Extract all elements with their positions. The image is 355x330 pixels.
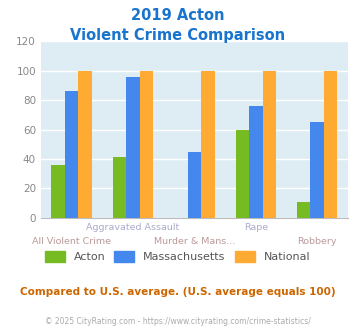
Bar (310, 122, 324, 218)
Text: Violent Crime Comparison: Violent Crime Comparison (70, 28, 285, 43)
Bar (297, 202, 310, 218)
Text: All Violent Crime: All Violent Crime (32, 237, 111, 246)
Legend: Acton, Massachusetts, National: Acton, Massachusetts, National (40, 247, 315, 267)
Text: Robbery: Robbery (297, 237, 337, 246)
Bar (113, 157, 126, 218)
Bar (126, 77, 140, 218)
Text: Aggravated Assault: Aggravated Assault (86, 223, 180, 232)
Bar (235, 129, 249, 218)
Bar (249, 106, 263, 218)
Bar (324, 71, 338, 218)
Bar (65, 91, 78, 218)
Text: Rape: Rape (244, 223, 268, 232)
Bar (78, 71, 92, 218)
Text: Compared to U.S. average. (U.S. average equals 100): Compared to U.S. average. (U.S. average … (20, 287, 335, 297)
Bar (187, 151, 201, 218)
Bar (51, 165, 65, 218)
Text: Murder & Mans...: Murder & Mans... (154, 237, 235, 246)
Bar (201, 71, 215, 218)
Text: © 2025 CityRating.com - https://www.cityrating.com/crime-statistics/: © 2025 CityRating.com - https://www.city… (45, 317, 310, 326)
Text: 2019 Acton: 2019 Acton (131, 8, 224, 23)
Bar (140, 71, 153, 218)
Bar (263, 71, 276, 218)
